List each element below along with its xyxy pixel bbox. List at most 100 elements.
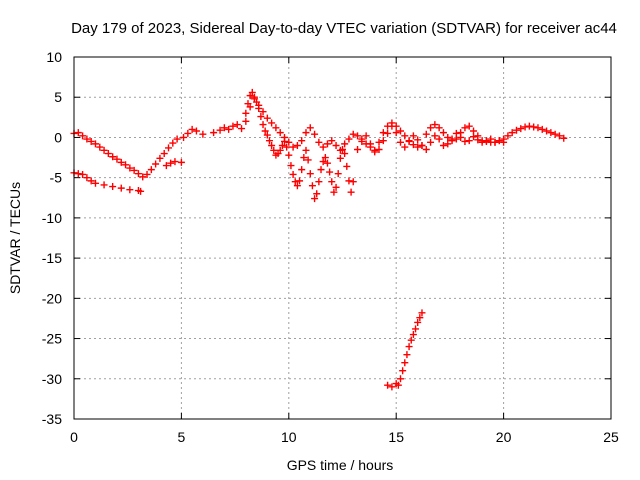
data-point [263,131,271,139]
data-point [439,129,447,137]
data-point [283,143,291,151]
axis-ticks: 0 5 10 15 20 25 10 5 0 -5 -10 -15 -20 -25 -30 -35 [42,49,619,445]
data-point [268,141,276,149]
data-point [311,195,319,203]
data-point [79,170,87,178]
data-point [392,122,400,130]
data-point [139,173,147,181]
data-point [414,143,422,151]
data-point [152,160,160,168]
data-point [394,381,402,389]
y-tick-label: 5 [54,89,62,105]
x-axis-label: GPS time / hours [287,457,394,473]
data-point [412,325,420,333]
data-point [265,137,273,145]
data-point [379,129,387,137]
data-point [304,156,312,164]
data-point [332,141,340,149]
data-point [427,138,435,146]
data-point [87,177,95,185]
data-point [173,135,181,143]
data-point [388,119,396,127]
data-point [366,143,374,151]
data-point [117,184,125,192]
data-point [444,140,452,148]
data-point [313,190,321,198]
data-point [162,162,170,170]
data-point [336,154,344,162]
data-point [268,119,276,127]
x-tick-label: 15 [388,429,404,445]
data-point [470,127,478,135]
data-point [91,179,99,187]
data-point [229,122,237,130]
data-point [435,124,443,132]
data-point [401,143,409,151]
data-point [134,170,142,178]
data-point [74,170,82,178]
data-point [169,139,177,147]
data-point [396,375,404,383]
data-points [70,88,568,391]
data-point [298,166,306,174]
data-point [147,166,155,174]
data-point [399,367,407,375]
data-point [165,144,173,152]
data-point [551,130,559,138]
data-point [384,122,392,130]
data-point [504,132,512,140]
data-point [375,146,383,154]
data-point [302,146,310,154]
data-point [375,138,383,146]
data-point [349,178,357,186]
data-point [281,133,289,141]
data-point [495,137,503,145]
data-point [418,309,426,317]
data-point [405,343,413,351]
data-point [225,125,233,133]
data-point [474,132,482,140]
data-point [465,137,473,145]
data-point [255,101,263,109]
x-tick-label: 20 [496,429,512,445]
data-point [184,129,192,137]
x-tick-label: 10 [281,429,297,445]
data-point [384,129,392,137]
y-tick-label: -25 [42,331,62,347]
data-point [156,154,164,162]
data-point [298,137,306,145]
data-point [293,182,301,190]
data-point [321,154,329,162]
data-point [246,103,254,111]
data-point [461,124,469,132]
data-point [461,137,469,145]
y-tick-label: -20 [42,290,62,306]
data-point [512,126,520,134]
data-point [259,121,267,129]
data-point [371,146,379,154]
data-point [482,137,490,145]
plot-frame [73,56,612,420]
data-point [250,95,258,103]
data-point [465,122,473,130]
x-tick-label: 25 [603,429,619,445]
data-point [405,137,413,145]
data-point [291,178,299,186]
data-point [555,132,563,140]
data-point [238,125,246,133]
data-point [547,129,555,137]
data-point [287,162,295,170]
data-point [276,129,284,137]
data-point [422,146,430,154]
data-point [414,136,422,144]
data-point [491,138,499,146]
data-point [100,146,108,154]
data-point [457,129,465,137]
x-tick-label: 0 [70,429,78,445]
data-point [452,135,460,143]
data-point [315,178,323,186]
data-point [278,141,286,149]
data-point [167,159,175,167]
data-point [83,174,91,182]
data-point [192,127,200,135]
